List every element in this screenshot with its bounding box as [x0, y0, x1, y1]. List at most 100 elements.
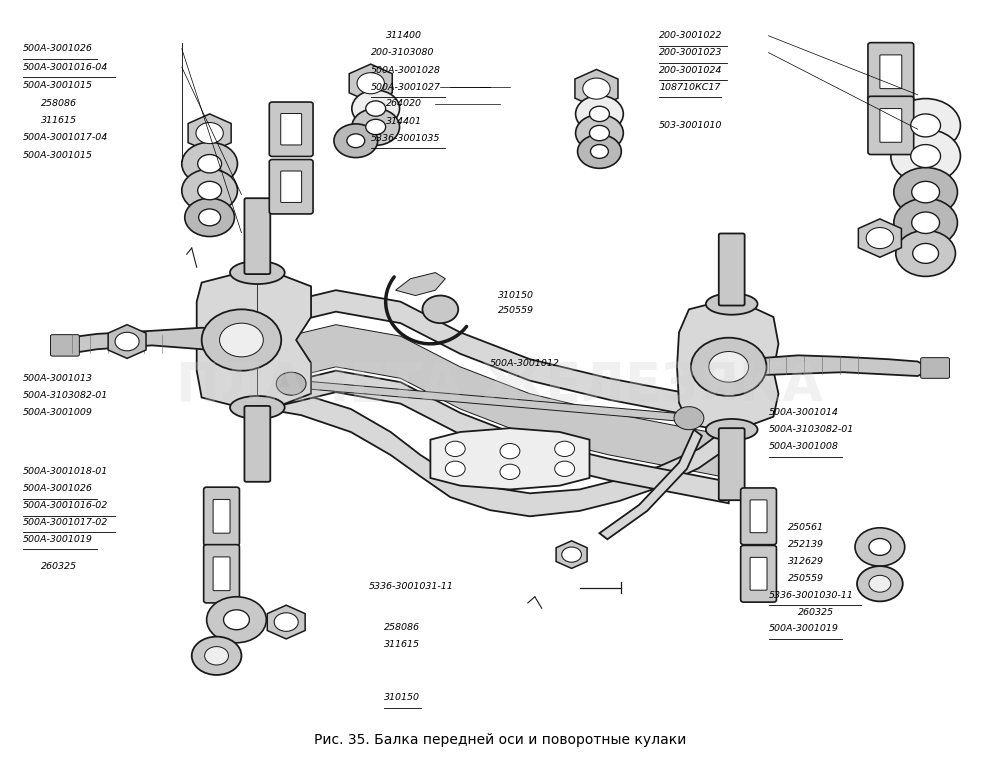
- Text: 500А-3001028: 500А-3001028: [371, 66, 441, 75]
- Text: 264020: 264020: [386, 100, 422, 108]
- Circle shape: [357, 73, 384, 93]
- Circle shape: [347, 134, 365, 147]
- Ellipse shape: [230, 396, 285, 419]
- Text: 500А-3001016-02: 500А-3001016-02: [23, 501, 108, 510]
- Circle shape: [583, 78, 610, 99]
- Circle shape: [182, 169, 237, 212]
- Text: 500А-3001015: 500А-3001015: [23, 81, 93, 90]
- Text: 500А-3001026: 500А-3001026: [23, 484, 93, 493]
- Circle shape: [709, 351, 749, 382]
- FancyBboxPatch shape: [213, 499, 230, 533]
- Polygon shape: [256, 386, 729, 516]
- FancyBboxPatch shape: [719, 233, 745, 306]
- Text: 500А-3001013: 500А-3001013: [23, 374, 93, 383]
- Circle shape: [207, 597, 266, 643]
- Circle shape: [500, 443, 520, 459]
- Text: 500А-3001009: 500А-3001009: [23, 408, 93, 417]
- FancyBboxPatch shape: [741, 488, 776, 545]
- FancyBboxPatch shape: [281, 113, 302, 145]
- FancyBboxPatch shape: [868, 42, 914, 101]
- Text: 311400: 311400: [386, 31, 422, 40]
- Text: 311615: 311615: [384, 640, 420, 648]
- Text: 5336-3001030-11: 5336-3001030-11: [769, 591, 853, 600]
- Text: 200-3001022: 200-3001022: [659, 31, 722, 40]
- Circle shape: [115, 332, 139, 350]
- Circle shape: [855, 528, 905, 566]
- Circle shape: [912, 181, 940, 203]
- Circle shape: [891, 129, 960, 183]
- Polygon shape: [430, 428, 590, 489]
- Circle shape: [366, 120, 386, 134]
- Text: 500А-3103082-01: 500А-3103082-01: [23, 391, 108, 400]
- Text: 500А-3001026: 500А-3001026: [23, 44, 93, 53]
- Text: 500А-3103082-01: 500А-3103082-01: [769, 425, 854, 434]
- Text: Рис. 35. Балка передней оси и поворотные кулаки: Рис. 35. Балка передней оси и поворотные…: [314, 733, 686, 747]
- Text: 5336-3001031-11: 5336-3001031-11: [369, 582, 453, 591]
- Circle shape: [422, 296, 458, 323]
- Ellipse shape: [706, 419, 758, 440]
- Text: 200-3001024: 200-3001024: [659, 66, 722, 75]
- FancyBboxPatch shape: [880, 109, 902, 142]
- FancyBboxPatch shape: [244, 406, 270, 482]
- Circle shape: [198, 181, 222, 200]
- Circle shape: [555, 441, 575, 456]
- Circle shape: [869, 575, 891, 592]
- FancyBboxPatch shape: [51, 334, 79, 356]
- Circle shape: [182, 142, 237, 185]
- Text: 5336-3001035: 5336-3001035: [371, 134, 440, 143]
- Circle shape: [352, 109, 400, 145]
- FancyBboxPatch shape: [741, 546, 776, 602]
- Text: 500А-3001012: 500А-3001012: [490, 358, 560, 367]
- Circle shape: [274, 613, 298, 631]
- Text: ПЛАНЕТА ЖЕЛЕЗЯКА: ПЛАНЕТА ЖЕЛЕЗЯКА: [176, 360, 824, 412]
- Circle shape: [445, 441, 465, 456]
- Circle shape: [869, 539, 891, 555]
- Text: 314401: 314401: [386, 117, 422, 126]
- Polygon shape: [396, 273, 445, 296]
- FancyBboxPatch shape: [880, 55, 902, 89]
- FancyBboxPatch shape: [244, 198, 270, 274]
- Ellipse shape: [230, 261, 285, 284]
- Text: 310150: 310150: [384, 693, 420, 703]
- Text: 252139: 252139: [788, 540, 824, 549]
- Circle shape: [555, 461, 575, 476]
- Text: 258086: 258086: [41, 99, 77, 107]
- Text: 311615: 311615: [41, 116, 77, 124]
- Circle shape: [185, 198, 234, 236]
- Text: 200-3001023: 200-3001023: [659, 48, 722, 57]
- Circle shape: [276, 372, 306, 395]
- Circle shape: [578, 134, 621, 168]
- Circle shape: [192, 637, 241, 675]
- Text: 250559: 250559: [788, 574, 824, 583]
- Circle shape: [674, 407, 704, 430]
- Circle shape: [198, 154, 222, 173]
- Text: 500А-3001019: 500А-3001019: [23, 535, 93, 543]
- Polygon shape: [757, 355, 928, 376]
- Text: 500А-3001015: 500А-3001015: [23, 151, 93, 160]
- Text: 310150: 310150: [498, 291, 534, 300]
- Circle shape: [205, 647, 229, 665]
- Circle shape: [866, 228, 894, 249]
- Circle shape: [352, 90, 400, 127]
- Text: 500А-3001008: 500А-3001008: [769, 442, 838, 451]
- Circle shape: [366, 101, 386, 117]
- Circle shape: [334, 124, 378, 157]
- FancyBboxPatch shape: [281, 171, 302, 202]
- Polygon shape: [197, 271, 311, 409]
- Polygon shape: [57, 328, 236, 354]
- Text: 260325: 260325: [41, 561, 77, 571]
- Circle shape: [220, 323, 263, 357]
- Polygon shape: [599, 430, 702, 540]
- FancyBboxPatch shape: [269, 160, 313, 214]
- Circle shape: [576, 115, 623, 151]
- FancyBboxPatch shape: [719, 428, 745, 500]
- Circle shape: [857, 566, 903, 601]
- Text: 500А-3001017-02: 500А-3001017-02: [23, 518, 108, 527]
- Polygon shape: [291, 380, 689, 422]
- Text: 312629: 312629: [788, 557, 824, 566]
- Circle shape: [912, 212, 940, 233]
- Circle shape: [911, 114, 941, 137]
- Circle shape: [562, 547, 581, 562]
- Circle shape: [196, 123, 223, 144]
- FancyBboxPatch shape: [750, 500, 767, 533]
